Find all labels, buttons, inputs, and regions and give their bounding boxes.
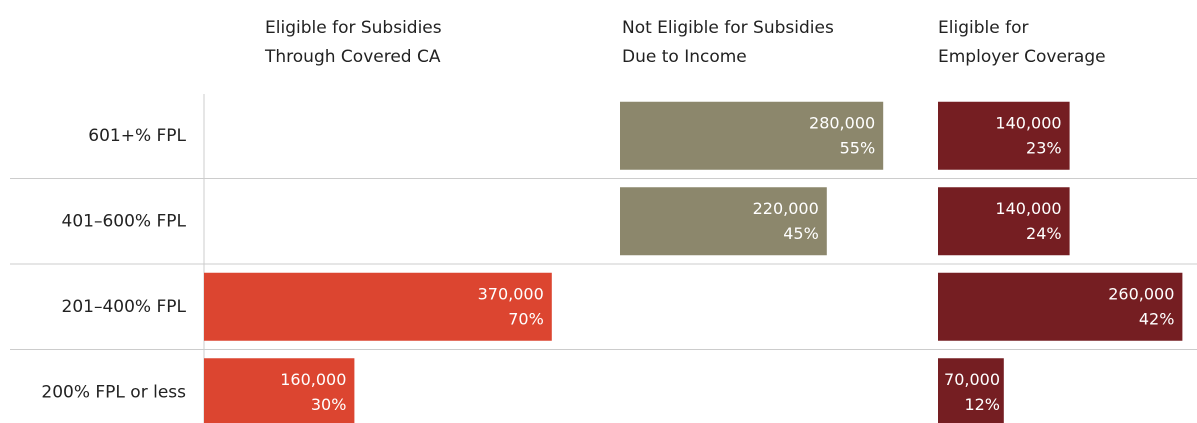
value-label: 280,000 xyxy=(809,113,875,132)
bar xyxy=(938,101,1070,170)
category-label: 200% FPL or less xyxy=(41,382,186,402)
panel-title: Eligible for xyxy=(938,18,1028,38)
panel-title: Due to Income xyxy=(622,47,747,67)
value-label: 220,000 xyxy=(753,199,819,218)
bar xyxy=(204,358,355,423)
share-label: 70% xyxy=(508,309,544,328)
bar xyxy=(938,358,1004,423)
category-label: 601+% FPL xyxy=(88,126,186,146)
panel-title: Through Covered CA xyxy=(264,47,441,67)
category-label: 401–600% FPL xyxy=(62,211,187,231)
share-label: 12% xyxy=(964,395,1000,414)
value-label: 260,000 xyxy=(1108,284,1174,303)
value-label: 370,000 xyxy=(478,284,544,303)
value-label: 140,000 xyxy=(995,199,1061,218)
panel-title: Not Eligible for Subsidies xyxy=(622,18,834,38)
bar xyxy=(938,272,1183,341)
value-label: 70,000 xyxy=(944,370,1000,389)
value-label: 160,000 xyxy=(280,370,346,389)
share-label: 45% xyxy=(783,224,819,243)
share-label: 24% xyxy=(1026,224,1062,243)
bar xyxy=(620,101,884,170)
bar xyxy=(204,272,552,341)
share-label: 30% xyxy=(311,395,347,414)
value-label: 140,000 xyxy=(995,113,1061,132)
panel-title: Eligible for Subsidies xyxy=(265,18,442,38)
share-label: 23% xyxy=(1026,138,1062,157)
bar xyxy=(620,187,827,256)
bar xyxy=(938,187,1070,256)
panel-title: Employer Coverage xyxy=(938,47,1106,67)
share-label: 42% xyxy=(1139,309,1175,328)
share-label: 55% xyxy=(840,138,876,157)
category-label: 201–400% FPL xyxy=(62,297,187,317)
